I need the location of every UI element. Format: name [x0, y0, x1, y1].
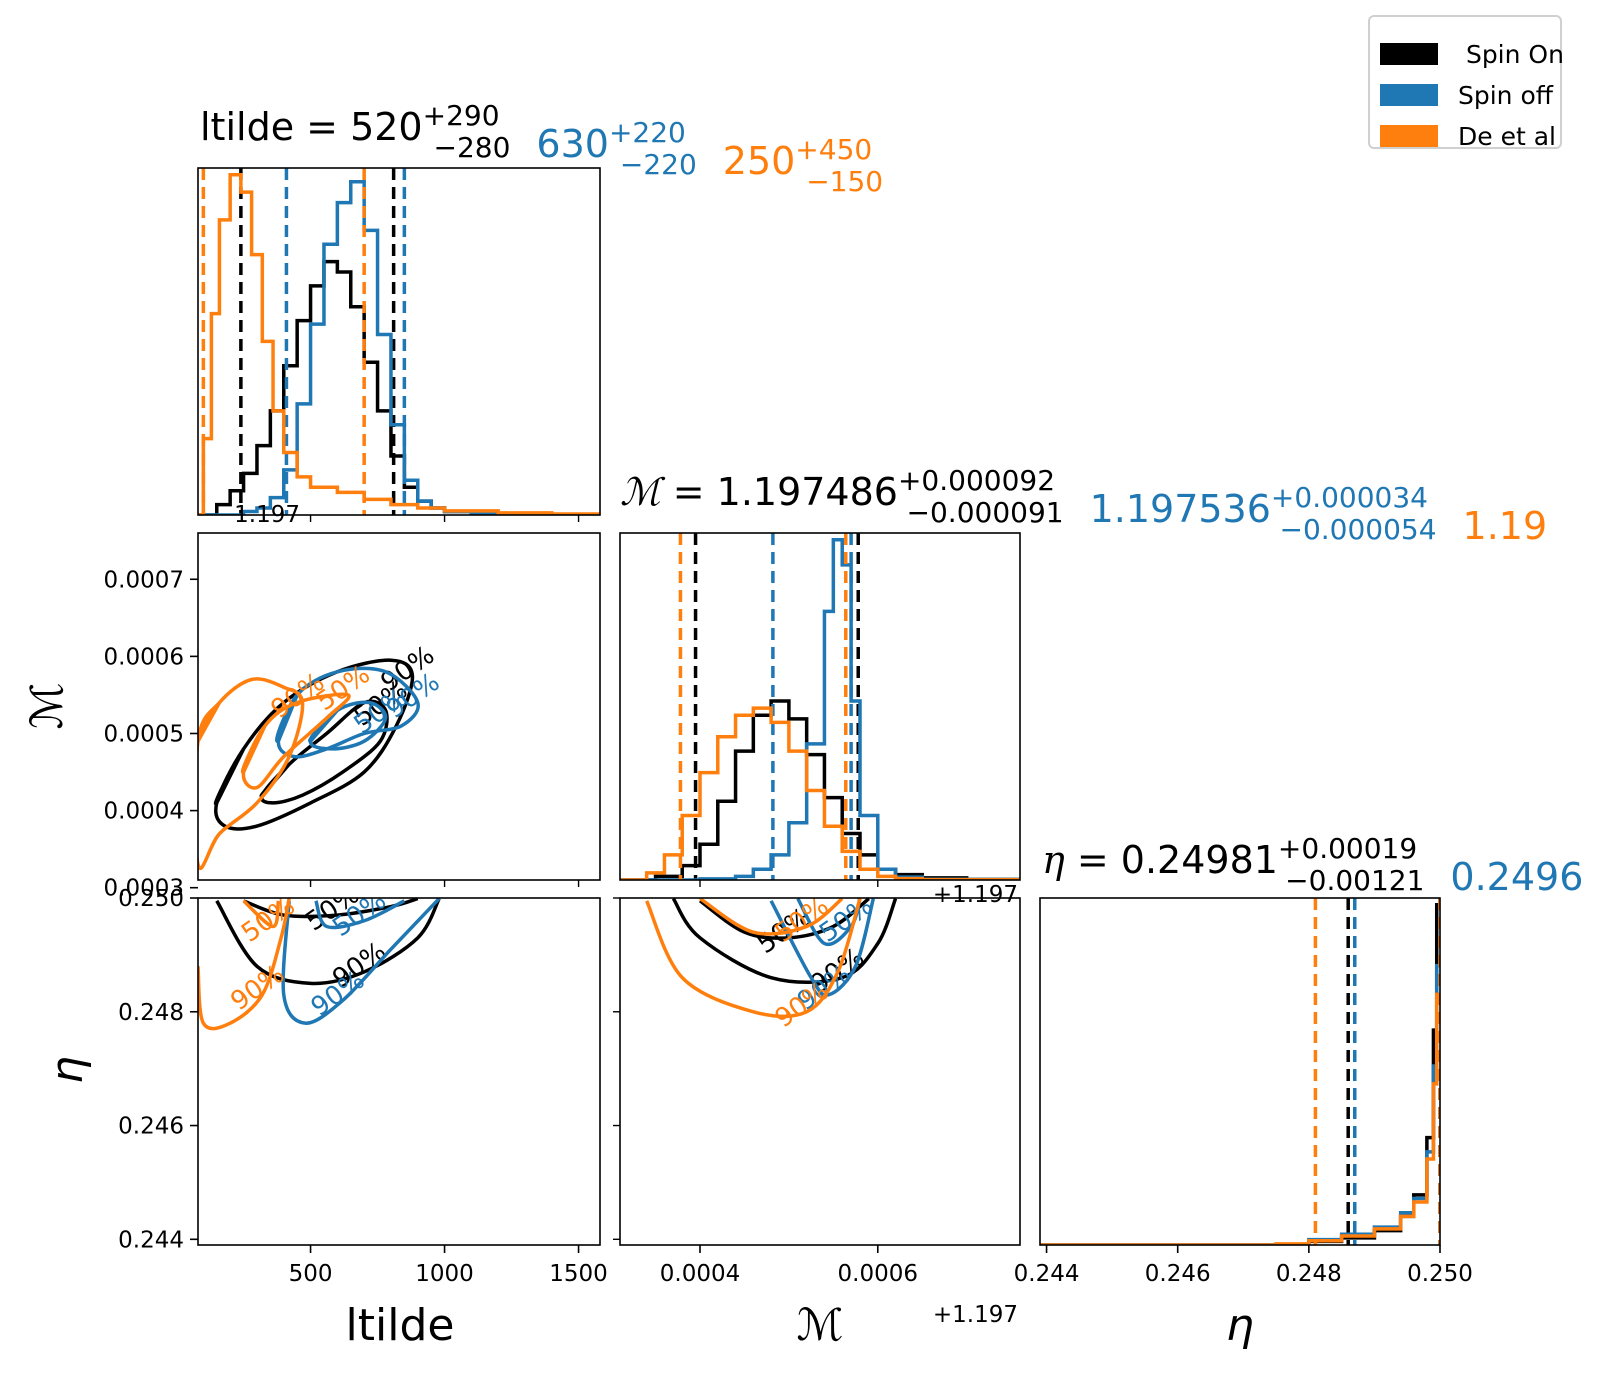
histogram-ltilde-spin-on [198, 259, 600, 515]
panel-title-mchirp: ℳ = 1.197486+0.000092 −0.000091 1.197536+0… [620, 464, 1547, 548]
legend: Spin On Spin off De et al [1368, 15, 1564, 151]
panel-frame-ltilde-ltilde [197, 167, 601, 516]
histogram-mchirp-spin-off [620, 538, 1020, 880]
histogram-mchirp-de-et-al [620, 706, 1020, 880]
legend-label-spin-on: Spin On [1458, 39, 1564, 69]
panel-title-ltilde: ltilde = 520+290 −280 630+220 −220 250+450 −1… [200, 99, 883, 198]
y-tick-label-eta-2: 0.248 [118, 1000, 184, 1026]
contour-ltilde_mchirp-spin-on-90- [213, 658, 415, 831]
panel-title-plus-ltilde-1: +220 [609, 116, 686, 149]
x-axis-offset-mchirp: +1.197 [933, 1302, 1018, 1328]
x-axis-title-eta: η [1226, 1300, 1254, 1351]
panel-title-median-ltilde-1: 630 [536, 122, 609, 166]
legend-swatch-de-et-al [1380, 125, 1438, 147]
y-tick-label-mchirp-0: 0.0003 [104, 876, 184, 902]
hist-panel-mchirp [620, 533, 1020, 880]
panel-title-median-ltilde-0: 520 [350, 105, 423, 149]
contour-ltilde_eta-de-et-al-90- [198, 898, 291, 1031]
panel-title-minus-ltilde-0: −280 [434, 131, 511, 164]
panel-title-eta: η = 0.24981+0.00019 −0.00121 0.2496 [1042, 832, 1583, 899]
histogram-eta-de-et-al [1040, 992, 1440, 1245]
panel-title-minus-ltilde-2: −150 [806, 165, 883, 198]
legend-label-spin-off: Spin off [1458, 80, 1553, 110]
contour-ltilde_mchirp-spin-on-50- [259, 699, 389, 805]
y-axis-title-mchirp: ℳ [22, 682, 73, 729]
panel-frame-mchirp-eta [619, 897, 1021, 1246]
contour-label-ltilde_eta-de-et-al-50-: 50% [236, 891, 301, 949]
contour-label-ltilde_eta-spin-off-50-: 50% [327, 885, 392, 943]
panel-title-minus-mchirp-1: −0.000054 [1279, 513, 1436, 546]
contour-mchirp_eta-spin-off-90- [769, 898, 876, 997]
y-tick-label-mchirp-1: 0.0004 [104, 799, 184, 825]
contour-panel-ltilde_eta: 50%90%50%90%50%90% [198, 885, 441, 1031]
x-tick-label-ltilde-0: 500 [289, 1261, 333, 1287]
legend-item-de-et-al: De et al [1380, 118, 1556, 154]
x-tick-label-eta-3: 0.250 [1407, 1261, 1473, 1287]
contour-mchirp_eta-de-et-al-50- [699, 898, 844, 936]
contour-mchirp_eta-spin-on-90- [671, 898, 898, 984]
y-tick-label-mchirp-4: 0.0007 [104, 567, 184, 593]
y-tick-label-eta-0: 0.244 [118, 1227, 184, 1253]
legend-label-de-et-al: De et al [1458, 121, 1556, 151]
legend-swatch-spin-on [1380, 43, 1438, 65]
x-tick-label-eta-1: 0.246 [1145, 1261, 1211, 1287]
panel-frame-ltilde-mchirp [197, 532, 601, 881]
x-axis-title-mchirp: ℳ [796, 1300, 843, 1351]
hist-panel-eta [1040, 898, 1440, 1245]
legend-item-spin-on: Spin On [1380, 36, 1564, 72]
legend-item-spin-off: Spin off [1380, 77, 1553, 113]
panel-frame-eta-eta [1039, 897, 1441, 1246]
histogram-eta-spin-off [1040, 963, 1440, 1245]
panel-title-eq-mchirp: = [661, 470, 717, 514]
contour-panel-mchirp_eta: 50%90%50%90%50%90% [645, 898, 898, 1034]
histogram-ltilde-de-et-al [198, 173, 600, 515]
panel-title-minus-eta-0: −0.00121 [1285, 864, 1424, 897]
y-axis-title-eta: η [42, 1056, 93, 1084]
x-tick-label-eta-0: 0.244 [1014, 1261, 1080, 1287]
x-tick-label-eta-2: 0.248 [1276, 1261, 1342, 1287]
contour-ltilde_eta-spin-on-90- [215, 898, 441, 986]
panel-frame-ltilde-eta [197, 897, 601, 1246]
contour-ltilde_eta-de-et-al-50- [242, 899, 281, 929]
y-tick-label-eta-3: 0.250 [118, 886, 184, 912]
contour-ltilde_eta-spin-off-50- [314, 899, 406, 930]
y-tick-label-mchirp-3: 0.0006 [104, 644, 184, 670]
panel-title-median-eta-0: 0.24981 [1121, 838, 1278, 882]
x-axis-offset-ltilde-top: 1.197 [234, 502, 300, 528]
contour-ltilde_mchirp-de-et-al-90- [198, 677, 305, 870]
panel-title-plus-ltilde-2: +450 [795, 133, 872, 166]
x-axis-offset-mchirp-top: +1.197 [933, 882, 1018, 908]
panel-title-plus-ltilde-0: +290 [423, 99, 500, 132]
panel-title-median-mchirp-2: 1.19 [1463, 504, 1548, 548]
x-axis-title-ltilde: ltilde [346, 1300, 455, 1351]
x-tick-label-ltilde-1: 1000 [415, 1261, 474, 1287]
panel-title-median-ltilde-2: 250 [723, 139, 796, 183]
panel-title-median-mchirp-0: 1.197486 [717, 470, 898, 514]
x-tick-label-mchirp-0: 0.0004 [660, 1261, 740, 1287]
panel-title-plus-eta-0: +0.00019 [1278, 832, 1417, 865]
panel-title-minus-ltilde-1: −220 [620, 148, 697, 181]
panel-title-plus-mchirp-1: +0.000034 [1271, 481, 1428, 514]
panel-title-label-mchirp: ℳ [620, 470, 666, 514]
contour-mchirp_eta-de-et-al-90- [645, 898, 862, 1019]
contour-panel-ltilde_mchirp: 50%90%50%90%50%90% [198, 640, 445, 870]
panel-title-median-mchirp-1: 1.197536 [1090, 487, 1271, 531]
panel-title-label-eta: η [1042, 838, 1065, 882]
panel-frame-mchirp-mchirp [619, 532, 1021, 881]
x-tick-label-mchirp-1: 0.0006 [838, 1261, 918, 1287]
panel-title-minus-mchirp-0: −0.000091 [907, 496, 1064, 529]
contour-ltilde_eta-spin-off-90- [281, 898, 441, 1025]
y-tick-label-mchirp-2: 0.0005 [104, 721, 184, 747]
contour-ltilde_mchirp-de-et-al-50- [240, 692, 351, 790]
x-tick-label-ltilde-2: 1500 [549, 1261, 608, 1287]
panel-title-plus-mchirp-0: +0.000092 [898, 464, 1055, 497]
y-tick-label-eta-1: 0.246 [118, 1114, 184, 1140]
hist-panel-ltilde [198, 168, 600, 515]
panel-title-label-ltilde: ltilde = [200, 105, 350, 149]
panel-title-eq-eta: = [1065, 838, 1121, 882]
histogram-eta-spin-on [1040, 903, 1440, 1245]
panel-title-median-eta-1: 0.2496 [1450, 855, 1583, 899]
legend-swatch-spin-off [1380, 84, 1438, 106]
